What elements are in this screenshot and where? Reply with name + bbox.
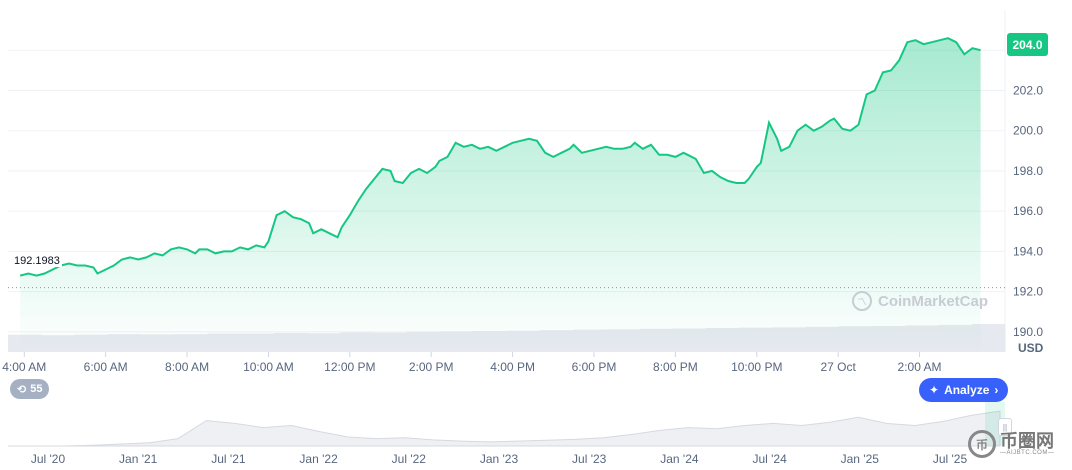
y-tick-label: 200.0 bbox=[1013, 124, 1043, 138]
navigator-tick-label: Jan '21 bbox=[119, 452, 158, 466]
navigator-tick-label: Jul '21 bbox=[211, 452, 246, 466]
site-logo-text: 币圈网 bbox=[1000, 431, 1054, 451]
coinmarketcap-logo-icon: 〽 bbox=[852, 291, 872, 311]
y-tick-label: 192.0 bbox=[1013, 285, 1043, 299]
last-price-tag: 204.0 bbox=[1007, 33, 1048, 56]
chevron-right-icon: › bbox=[994, 383, 999, 397]
y-tick-label: 196.0 bbox=[1013, 204, 1043, 218]
x-tick-label: 2:00 PM bbox=[409, 360, 454, 374]
open-price-label: 192.1983 bbox=[12, 255, 62, 267]
navigator-tick-label: Jan '24 bbox=[660, 452, 699, 466]
price-line bbox=[19, 37, 981, 277]
currency-label: USD bbox=[1018, 341, 1044, 355]
navigator-tick-label: Jul '20 bbox=[31, 452, 66, 466]
site-logo-subtext: —AIJBTC.COM— bbox=[1000, 450, 1055, 456]
range-navigator[interactable]: Jul '20 Jan '21 Jul '21 Jan '22 Jul '22 Jan '… bbox=[0, 400, 1072, 470]
y-tick-label: 194.0 bbox=[1013, 244, 1043, 258]
history-clock-icon: ⟲ bbox=[17, 383, 27, 396]
y-tick-label: 202.0 bbox=[1013, 83, 1043, 97]
analyze-button[interactable]: ✦ Analyze › bbox=[919, 378, 1009, 402]
site-logo-icon: 币 bbox=[968, 430, 996, 458]
events-count: 55 bbox=[30, 383, 43, 395]
x-tick-label: 10:00 AM bbox=[243, 360, 294, 374]
x-tick-label: 27 Oct bbox=[820, 360, 856, 374]
x-tick-label: 6:00 AM bbox=[84, 360, 128, 374]
navigator-tick-label: Jul '24 bbox=[752, 452, 787, 466]
analyze-label: Analyze bbox=[944, 383, 990, 397]
navigator-tick-label: Jul '22 bbox=[392, 452, 427, 466]
x-tick-label: 4:00 AM bbox=[2, 360, 46, 374]
x-tick-label: 12:00 PM bbox=[324, 360, 375, 374]
y-tick-label: 190.0 bbox=[1013, 325, 1043, 339]
navigator-tick-label: Jan '22 bbox=[299, 452, 338, 466]
site-logo: 币 币圈网 —AIJBTC.COM— bbox=[968, 430, 1054, 458]
navigator-tick-label: Jan '25 bbox=[841, 452, 880, 466]
y-tick-label: 198.0 bbox=[1013, 164, 1043, 178]
navigator-tick-label: Jul '25 bbox=[933, 452, 968, 466]
navigator-ticks: Jul '20 Jan '21 Jul '21 Jan '22 Jul '22 Jan '… bbox=[31, 452, 968, 466]
events-button[interactable]: ⟲ 55 bbox=[10, 379, 50, 399]
x-tick-label: 2:00 AM bbox=[898, 360, 942, 374]
x-tick-label: 10:00 PM bbox=[731, 360, 782, 374]
x-tick-label: 4:00 PM bbox=[490, 360, 535, 374]
navigator-tick-label: Jan '23 bbox=[480, 452, 519, 466]
x-tick-label: 8:00 AM bbox=[165, 360, 209, 374]
navigator-handle[interactable]: || bbox=[998, 418, 1012, 436]
navigator-tick-label: Jul '23 bbox=[572, 452, 607, 466]
y-axis-ticks: 190.0 192.0 194.0 196.0 198.0 200.0 202.0 bbox=[1013, 83, 1043, 338]
x-tick-label: 8:00 PM bbox=[653, 360, 698, 374]
price-chart[interactable]: 190.0 192.0 194.0 196.0 198.0 200.0 202.0 4:00… bbox=[0, 0, 1072, 400]
navigator-area bbox=[8, 410, 1001, 447]
x-axis-ticks: 4:00 AM 6:00 AM 8:00 AM 10:00 AM 12:00 PM 2:0… bbox=[2, 352, 942, 374]
x-tick-label: 6:00 PM bbox=[572, 360, 617, 374]
analyze-sparkle-icon: ✦ bbox=[929, 383, 940, 397]
coinmarketcap-watermark: 〽 CoinMarketCap bbox=[852, 291, 988, 311]
watermark-text: CoinMarketCap bbox=[878, 292, 989, 310]
price-area bbox=[20, 38, 981, 352]
